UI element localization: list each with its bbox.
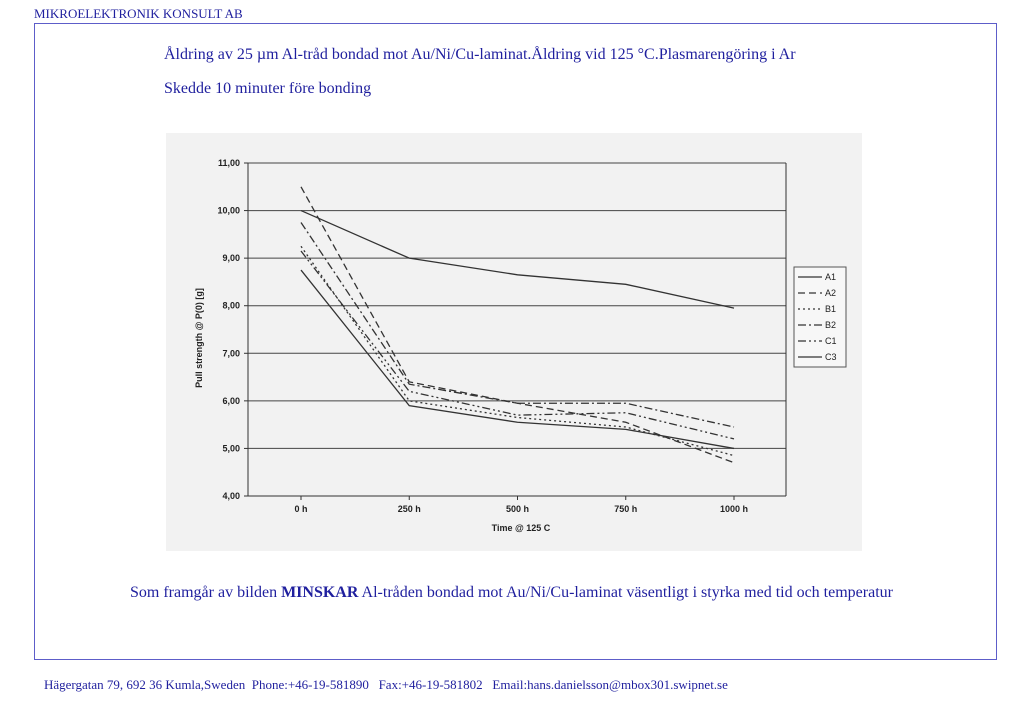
chart-panel: 4,00 5,00 6,00 7,00 8,00 9,00 10,00 11,00 0 h 25… — [166, 133, 862, 551]
conclusion-text: Som framgår av bilden MINSKAR Al-tråden … — [130, 582, 950, 603]
x-tick-labels: 0 h 250 h 500 h 750 h 1000 h — [294, 504, 748, 514]
legend-label-b1: B1 — [825, 304, 836, 314]
x-tick-label: 250 h — [398, 504, 421, 514]
series-lines — [300, 186, 735, 464]
conclusion-suffix: Al-tråden bondad mot Au/Ni/Cu-laminat vä… — [358, 584, 893, 601]
y-tick-label: 9,00 — [222, 253, 240, 263]
legend-label-c1: C1 — [825, 336, 837, 346]
footer-contact: Hägergatan 79, 692 36 Kumla,Sweden Phone… — [44, 677, 728, 692]
x-tick-label: 0 h — [294, 504, 307, 514]
conclusion-emphasis: MINSKAR — [281, 584, 359, 601]
series-line-c3 — [300, 209, 735, 309]
y-axis-label: Pull strength @ P(0) [g] — [194, 288, 204, 388]
legend-label-a1: A1 — [825, 272, 836, 282]
y-tick-label: 7,00 — [222, 348, 240, 358]
chart-caption-line2: Skedde 10 minuter före bonding — [164, 80, 372, 97]
y-tick-labels: 4,00 5,00 6,00 7,00 8,00 9,00 10,00 11,00 — [217, 158, 240, 501]
series-line-a1 — [300, 269, 735, 450]
legend-label-c3: C3 — [825, 352, 837, 362]
x-tick-label: 750 h — [614, 504, 637, 514]
series-line-b2 — [300, 222, 735, 428]
legend-box — [793, 266, 847, 368]
y-tick-label: 11,00 — [218, 158, 240, 168]
y-tick-label: 6,00 — [222, 396, 240, 406]
axes — [244, 162, 787, 500]
x-axis-label: Time @ 125 C — [492, 523, 551, 533]
series-line-b1 — [300, 245, 735, 457]
x-tick-label: 1000 h — [720, 504, 748, 514]
conclusion-prefix: Som framgår av bilden — [130, 584, 282, 601]
y-tick-label: 10,00 — [217, 206, 240, 216]
content-frame — [34, 23, 997, 660]
legend: A1 A2 B1 B2 C1 C3 — [793, 266, 847, 368]
legend-label-a2: A2 — [825, 288, 836, 298]
series-line-a2 — [300, 186, 735, 464]
x-tick-label: 500 h — [506, 504, 529, 514]
y-tick-label: 5,00 — [222, 443, 240, 453]
pull-strength-chart: 4,00 5,00 6,00 7,00 8,00 9,00 10,00 11,00 0 h 25… — [194, 158, 847, 533]
legend-label-b2: B2 — [825, 320, 836, 330]
company-name: MIKROELEKTRONIK KONSULT AB — [34, 6, 243, 21]
y-tick-label: 8,00 — [222, 301, 240, 311]
series-line-c1 — [300, 250, 735, 440]
y-tick-label: 4,00 — [222, 491, 240, 501]
chart-caption-line1: Åldring av 25 µm Al-tråd bondad mot Au/N… — [164, 46, 796, 63]
